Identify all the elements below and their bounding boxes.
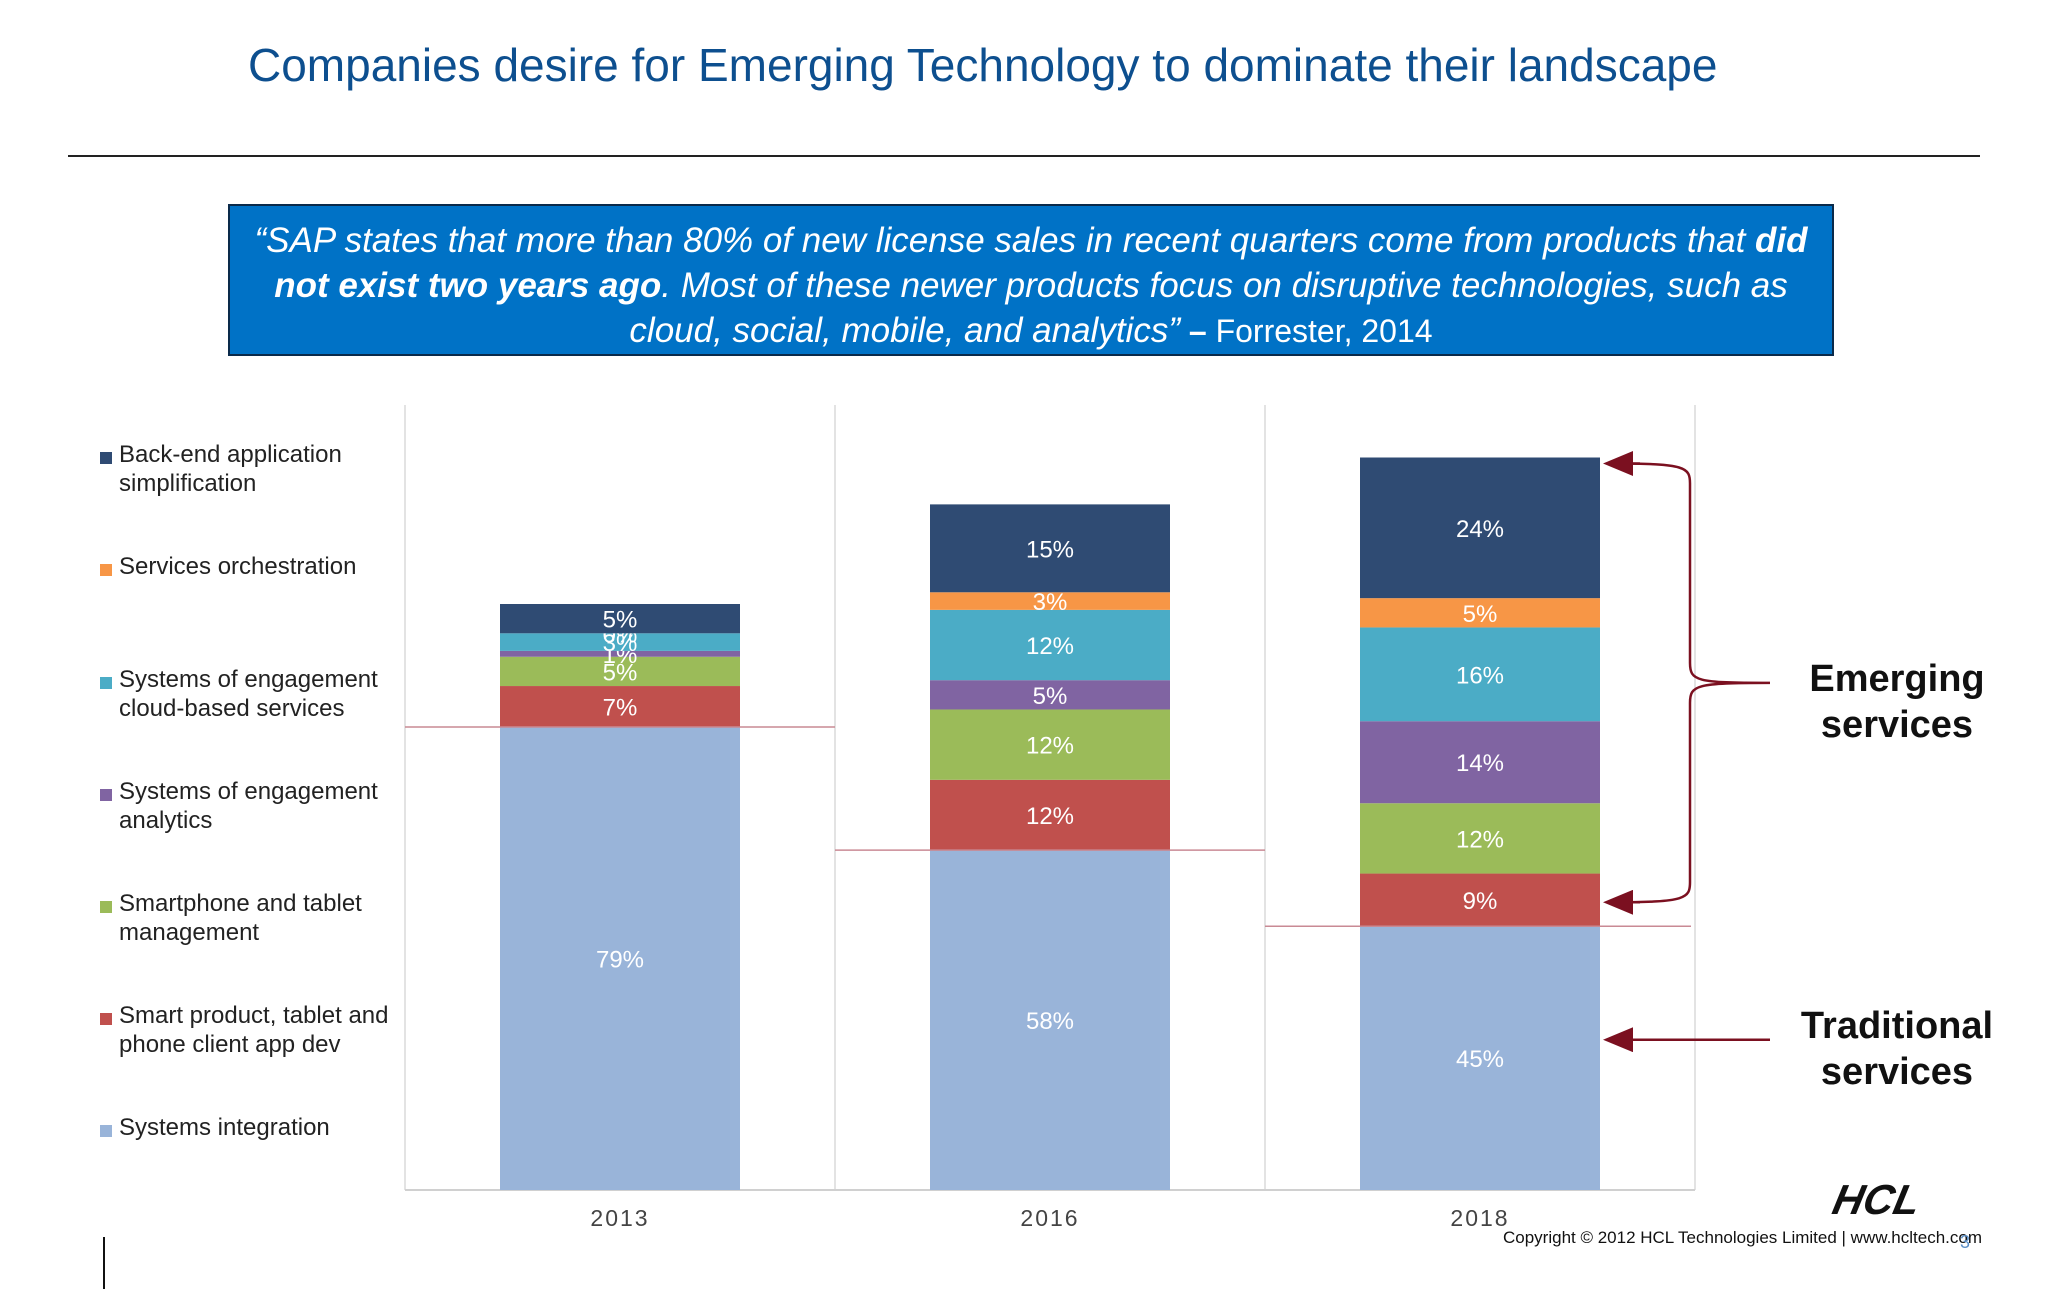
legend-label: Smartphone and tablet management <box>119 890 362 946</box>
chart-annotations <box>405 451 1771 1053</box>
legend-item: Back-end application simplification <box>100 440 410 498</box>
bar-segment <box>1360 457 1600 599</box>
bar-segment <box>500 727 740 1190</box>
bar-segment <box>500 656 740 687</box>
emerging-services-callout: Emerging services <box>1809 658 1985 746</box>
legend-item: Smartphone and tablet management <box>100 889 410 947</box>
bar-segment <box>930 850 1170 1190</box>
legend-swatch <box>100 1013 112 1025</box>
quote-emphasis: did not exist two years ago <box>274 221 1808 305</box>
bar-segment <box>1360 627 1600 722</box>
bar-value-label: 7% <box>603 695 638 722</box>
quote-text-rest: . Most of these newer products focus on … <box>629 266 1788 350</box>
legend-label: Systems of engagement analytics <box>119 778 378 834</box>
title-divider <box>68 155 1980 157</box>
bar-value-label: 5% <box>1033 683 1068 710</box>
legend-swatch <box>100 789 112 801</box>
legend-label: Services orchestration <box>119 553 357 580</box>
bar-value-label: 58% <box>1026 1008 1074 1035</box>
bar-value-label: 14% <box>1456 750 1504 777</box>
copyright-text: Copyright © 2012 HCL Technologies Limite… <box>1502 1228 1982 1247</box>
legend-item: Systems of engagement analytics <box>100 777 410 835</box>
bar-value-label: 9% <box>1463 888 1498 915</box>
bar-value-label: 45% <box>1456 1046 1504 1073</box>
quote-source: Forrester, 2014 <box>1215 313 1433 349</box>
bar-value-label: 12% <box>1026 633 1074 660</box>
legend-swatch <box>100 901 112 913</box>
legend-swatch <box>100 677 112 689</box>
bar-value-label: 16% <box>1456 662 1504 689</box>
bar-segment <box>1360 803 1600 874</box>
quote-dash: – <box>1179 313 1216 349</box>
traditional-services-callout: Traditional services <box>1800 1005 1994 1093</box>
bar-segment <box>930 779 1170 851</box>
hcl-logo: HCL <box>1829 1180 1925 1220</box>
legend-item: Systems integration <box>100 1113 410 1142</box>
bar-segment <box>930 709 1170 780</box>
emerging-bracket <box>1613 462 1771 904</box>
legend-swatch <box>100 1125 112 1137</box>
legend-label: Smart product, tablet and phone client a… <box>119 1002 389 1058</box>
legend-swatch <box>100 452 112 464</box>
bar-segment <box>500 650 740 657</box>
footer-mark <box>103 1237 105 1289</box>
bar-segment <box>930 592 1170 610</box>
quote-text: “SAP states that more than 80% of new li… <box>254 221 1756 260</box>
x-tick-label: 2013 <box>590 1205 649 1231</box>
page-number: 3 <box>1960 1232 1971 1252</box>
bar-value-label: 5% <box>603 659 638 686</box>
bar-segment <box>930 680 1170 710</box>
x-tick-label: 2016 <box>1020 1205 1079 1231</box>
bar-value-label: 12% <box>1026 803 1074 830</box>
bar-segment <box>930 609 1170 681</box>
bar-value-label: 15% <box>1026 536 1074 563</box>
legend-swatch <box>100 564 112 576</box>
chart-legend: Back-end application simplification Servi… <box>100 440 410 1160</box>
bar-value-label: 3% <box>603 630 638 657</box>
bar-value-label: 79% <box>596 947 644 974</box>
bar-segment <box>1360 721 1600 804</box>
bar-value-label: 3% <box>1033 589 1068 616</box>
bar-segment <box>1360 598 1600 628</box>
bar-segment <box>930 504 1170 593</box>
bar-segment <box>500 633 740 651</box>
legend-label: Back-end application simplification <box>119 441 342 497</box>
chart-bars: 79%7%5%1%3%0%5%201358%12%12%5%12%3%15%20… <box>500 457 1600 1231</box>
bar-value-label: 12% <box>1026 733 1074 760</box>
legend-item: Systems of engagement cloud-based servic… <box>100 665 410 723</box>
bar-value-label: 5% <box>1463 601 1498 628</box>
slide-title: Companies desire for Emerging Technology… <box>248 39 1718 91</box>
quote-box: “SAP states that more than 80% of new li… <box>228 204 1834 356</box>
bar-value-label: 12% <box>1456 826 1504 853</box>
bar-segment <box>500 604 740 634</box>
legend-label: Systems of engagement cloud-based servic… <box>119 666 378 722</box>
bar-value-label: 5% <box>603 607 638 634</box>
legend-item: Services orchestration <box>100 552 410 581</box>
bar-segment <box>1360 873 1600 927</box>
legend-item: Smart product, tablet and phone client a… <box>100 1001 410 1059</box>
bar-segment <box>1360 926 1600 1190</box>
bar-segment <box>500 686 740 728</box>
hcl-logo-text: HCL <box>1829 1180 1925 1220</box>
legend-label: Systems integration <box>119 1114 330 1141</box>
x-tick-label: 2018 <box>1450 1205 1509 1231</box>
bar-value-label: 24% <box>1456 516 1504 543</box>
